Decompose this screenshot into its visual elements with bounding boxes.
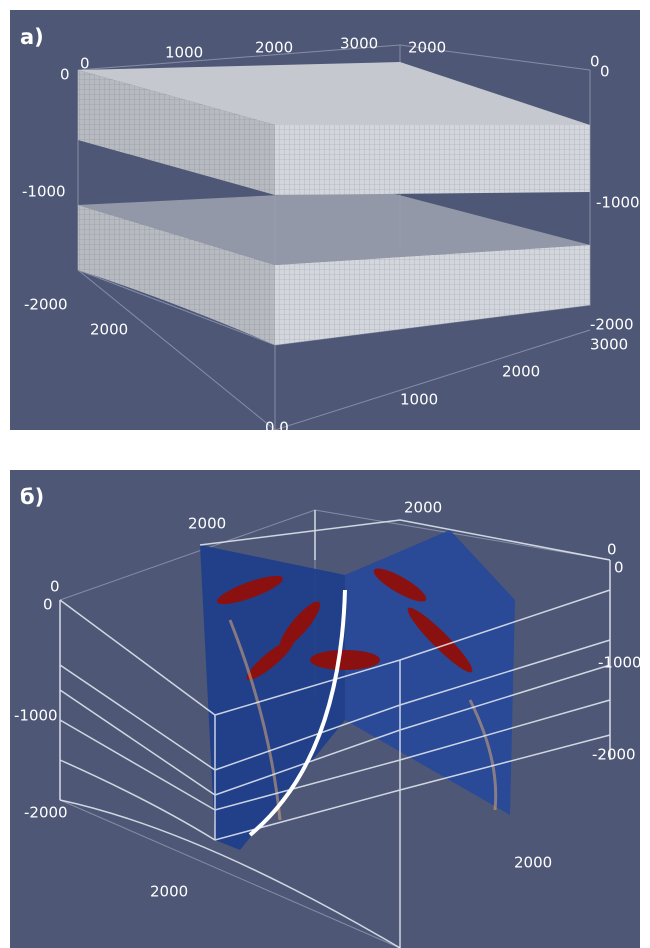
axis-label: 3000: [340, 35, 378, 53]
axis-label: -2000: [24, 804, 68, 822]
axis-label: 2000: [408, 39, 446, 57]
axis-label: 2000: [255, 39, 293, 57]
axis-label: 0: [614, 559, 624, 577]
axis-label: 2000: [150, 883, 188, 901]
axis-label: 2000: [90, 321, 128, 339]
axis-label: -2000: [590, 316, 634, 334]
panel-label: а): [20, 25, 44, 49]
panel-a: а) 0 0 1000 2000 3000 2000 0 0 -1000 -10…: [10, 10, 640, 437]
axis-label: 0: [60, 66, 70, 84]
axis-label: 0: [80, 55, 90, 73]
axis-label: 2000: [514, 854, 552, 872]
axis-label: 2000: [502, 363, 540, 381]
axis-label: 3000: [590, 336, 628, 354]
axis-label: 1000: [165, 44, 203, 62]
axis-label: 0: [607, 541, 617, 559]
panel-label: б): [20, 485, 44, 509]
axis-label: -2000: [24, 296, 68, 314]
axis-label: 0 0: [265, 419, 289, 437]
axis-label: -1000: [22, 183, 66, 201]
panel-b: б) 2000 2000 0 0 0 0 -1000 -1000 -2000 -…: [10, 470, 642, 948]
axis-label: 2000: [188, 515, 226, 533]
axis-label: 0: [43, 596, 53, 614]
axis-label: 1000: [400, 391, 438, 409]
axis-label: -1000: [598, 654, 642, 672]
axis-label: 2000: [404, 499, 442, 517]
axis-label: -1000: [596, 194, 640, 212]
axis-label: 0: [600, 63, 610, 81]
figure: а) 0 0 1000 2000 3000 2000 0 0 -1000 -10…: [0, 0, 650, 948]
axis-label: 0: [590, 53, 600, 71]
axis-label: 0: [50, 578, 60, 596]
axis-label: -2000: [592, 746, 636, 764]
axis-label: -1000: [14, 707, 58, 725]
